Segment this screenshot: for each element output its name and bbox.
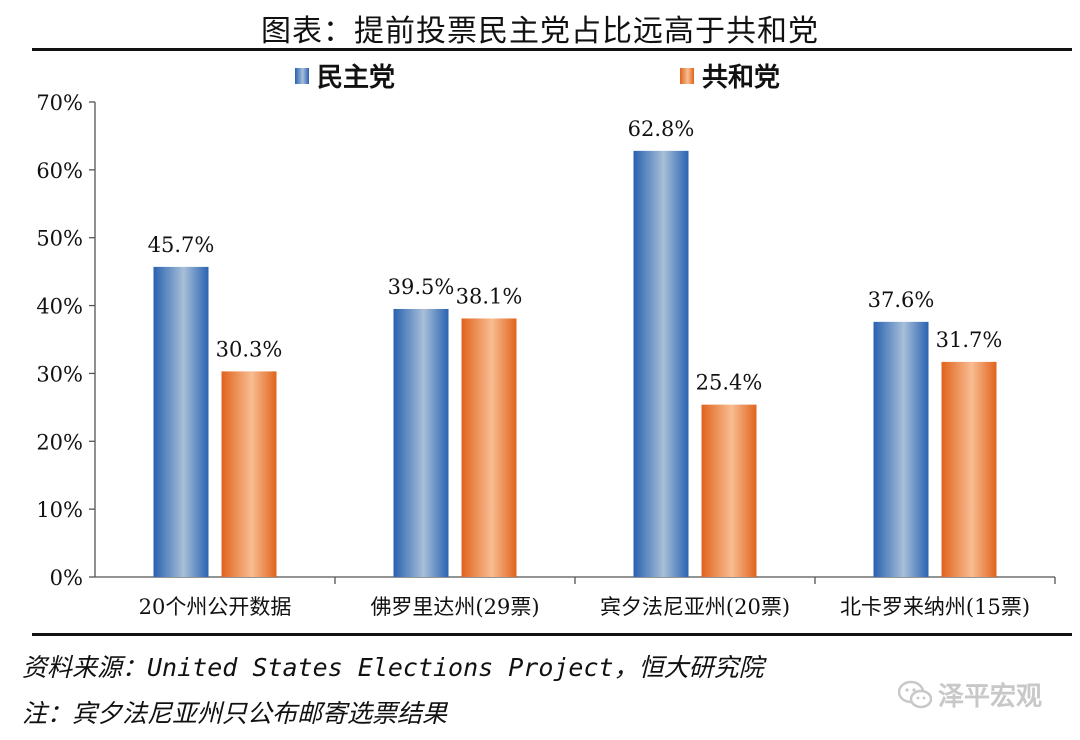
data-label: 45.7% <box>148 233 215 257</box>
y-tick-label: 70% <box>36 91 83 115</box>
data-label: 38.1% <box>456 284 523 308</box>
chart-title: 图表：提前投票民主党占比远高于共和党 <box>261 14 819 49</box>
x-tick-label: 佛罗里达州(29票) <box>370 595 539 619</box>
top-rule <box>32 48 1072 51</box>
watermark: 泽平宏观 <box>898 676 1042 713</box>
y-tick-label: 0% <box>50 566 83 590</box>
x-tick-label: 20个州公开数据 <box>139 595 292 619</box>
y-tick-label: 60% <box>36 159 83 183</box>
bottom-rule <box>32 633 1072 636</box>
bars <box>153 150 997 577</box>
y-tick-label: 50% <box>36 227 83 251</box>
y-tick-label: 30% <box>36 362 83 386</box>
bar-dem-0 <box>153 266 209 577</box>
y-tick-label: 40% <box>36 295 83 319</box>
data-label: 31.7% <box>936 328 1003 352</box>
data-label: 30.3% <box>216 337 283 361</box>
data-label: 25.4% <box>696 371 763 395</box>
legend: 民主党 共和党 <box>295 63 780 93</box>
watermark-text: 泽平宏观 <box>938 682 1043 712</box>
source-note: 资料来源：United States Elections Project，恒大研… <box>22 653 764 682</box>
x-tick-label: 北卡罗来纳州(15票) <box>840 595 1030 619</box>
bar-dem-1 <box>393 308 449 577</box>
bar-rep-2 <box>701 404 757 577</box>
bar-dem-2 <box>633 150 689 577</box>
y-tick-label: 10% <box>36 498 83 522</box>
legend-swatch <box>295 68 309 84</box>
bar-rep-1 <box>461 318 517 577</box>
y-tick-label: 20% <box>36 430 83 454</box>
data-label: 62.8% <box>628 117 695 141</box>
footnote: 注：宾夕法尼亚州只公布邮寄选票结果 <box>22 699 448 728</box>
axes: 0% 10% 20% 30% 40% 50% 60% 70% 20个州公开数据 佛罗里达州(29票… <box>36 91 1056 619</box>
legend-label: 民主党 <box>317 63 395 93</box>
bar-rep-0 <box>221 371 277 577</box>
data-labels: 45.7% 39.5% 62.8% 37.6% 30.3% 38.1% 25.4% 31.7% <box>148 117 1003 395</box>
bar-dem-3 <box>873 321 929 577</box>
legend-label: 共和党 <box>702 63 780 93</box>
x-tick-label: 宾夕法尼亚州(20票) <box>600 595 790 619</box>
data-label: 39.5% <box>388 275 455 299</box>
data-label: 37.6% <box>868 288 935 312</box>
bar-chart: 民主党 共和党 0% 10% 20% 30% 40% 50% 60% 70% 20个州公开数据 佛罗… <box>36 63 1056 619</box>
bar-rep-3 <box>941 361 997 577</box>
legend-swatch <box>680 68 694 84</box>
wechat-icon <box>898 680 932 708</box>
